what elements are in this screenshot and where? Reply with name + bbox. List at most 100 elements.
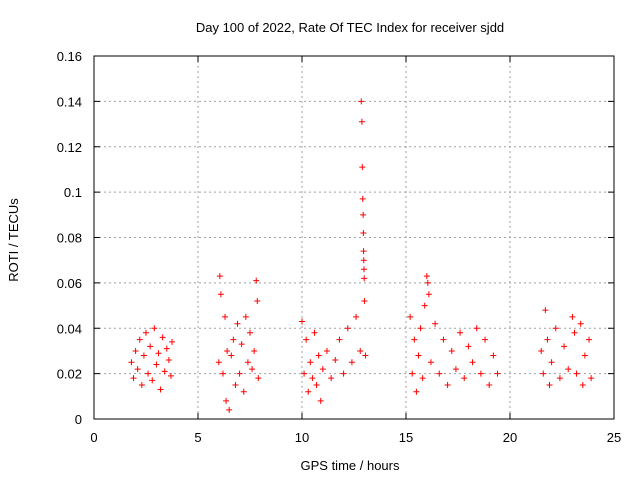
data-point <box>494 370 501 377</box>
data-point <box>425 291 432 298</box>
data-point <box>153 361 160 368</box>
data-point <box>240 388 247 395</box>
data-point <box>315 352 322 359</box>
data-point <box>544 336 551 343</box>
data-point <box>169 338 175 345</box>
data-point <box>581 352 588 359</box>
data-point <box>303 336 310 343</box>
data-point <box>577 320 584 327</box>
data-point <box>538 347 545 354</box>
y-tick-label: 0.06 <box>57 276 82 291</box>
data-point <box>358 98 365 105</box>
data-point <box>238 341 245 348</box>
data-point <box>353 313 360 320</box>
data-point <box>565 366 572 373</box>
x-axis-label: GPS time / hours <box>301 458 400 473</box>
data-point <box>360 211 367 218</box>
y-tick-label: 0.1 <box>64 185 82 200</box>
data-point <box>573 370 580 377</box>
data-point <box>360 266 367 273</box>
data-point <box>215 359 222 366</box>
x-tick-label: 10 <box>295 430 309 445</box>
data-point <box>348 359 355 366</box>
y-tick-label: 0.08 <box>57 231 82 246</box>
data-point <box>588 375 595 382</box>
data-point <box>249 366 256 373</box>
data-point <box>313 381 320 388</box>
x-tick-label: 25 <box>607 430 621 445</box>
data-point <box>145 370 152 377</box>
data-point <box>138 381 145 388</box>
data-point <box>140 352 147 359</box>
y-tick-label: 0.12 <box>57 140 82 155</box>
data-point <box>548 359 555 366</box>
axis-ticks: 0 5 10 15 20 25 0 0.02 0.04 0.06 0.08 0.1 0.12 0.14 0.… <box>57 49 622 445</box>
data-point <box>421 302 428 309</box>
data-point <box>223 397 230 404</box>
data-point <box>361 275 368 282</box>
data-point <box>165 357 172 364</box>
data-point <box>255 375 262 382</box>
data-point <box>244 359 251 366</box>
data-point <box>360 257 367 264</box>
y-tick-label: 0.14 <box>57 94 82 109</box>
data-point <box>251 347 258 354</box>
data-point <box>301 370 308 377</box>
data-point <box>232 381 239 388</box>
data-point <box>432 320 439 327</box>
data-point <box>163 345 170 352</box>
data-point <box>469 359 476 366</box>
data-point <box>344 325 351 332</box>
data-point <box>473 325 480 332</box>
data-point <box>413 388 420 395</box>
data-point <box>299 318 305 325</box>
data-point <box>136 336 143 343</box>
data-point <box>328 375 335 382</box>
data-point <box>230 336 237 343</box>
data-point <box>332 357 339 364</box>
data-point <box>360 229 367 236</box>
y-axis-label: ROTI / TECUs <box>6 198 21 282</box>
data-point <box>157 386 164 393</box>
data-point <box>358 118 365 125</box>
data-point <box>571 329 578 336</box>
data-point <box>477 370 484 377</box>
data-point <box>309 375 316 382</box>
data-point <box>436 370 443 377</box>
data-points <box>128 98 595 413</box>
data-point <box>490 352 497 359</box>
data-point <box>228 352 235 359</box>
data-point <box>161 368 168 375</box>
data-point <box>319 366 326 373</box>
data-point <box>159 334 166 341</box>
data-point <box>147 343 154 350</box>
data-point <box>305 388 312 395</box>
data-point <box>242 313 249 320</box>
data-point <box>134 366 141 373</box>
data-point <box>417 325 424 332</box>
grid <box>94 56 614 419</box>
data-point <box>128 359 135 366</box>
data-point <box>556 375 563 382</box>
data-point <box>419 375 426 382</box>
data-point <box>222 313 229 320</box>
data-point <box>317 397 324 404</box>
data-point <box>579 381 586 388</box>
data-point <box>130 375 137 382</box>
data-point <box>217 291 224 298</box>
data-point <box>323 347 330 354</box>
data-point <box>448 347 455 354</box>
y-tick-label: 0.04 <box>57 321 82 336</box>
data-point <box>427 359 434 366</box>
data-point <box>219 370 226 377</box>
data-point <box>254 298 261 305</box>
data-point <box>415 352 422 359</box>
data-point <box>561 343 568 350</box>
data-point <box>461 375 468 382</box>
data-point <box>155 350 162 357</box>
data-point <box>336 336 343 343</box>
data-point <box>569 313 576 320</box>
data-point <box>151 325 158 332</box>
data-point <box>552 325 559 332</box>
data-point <box>586 336 593 343</box>
